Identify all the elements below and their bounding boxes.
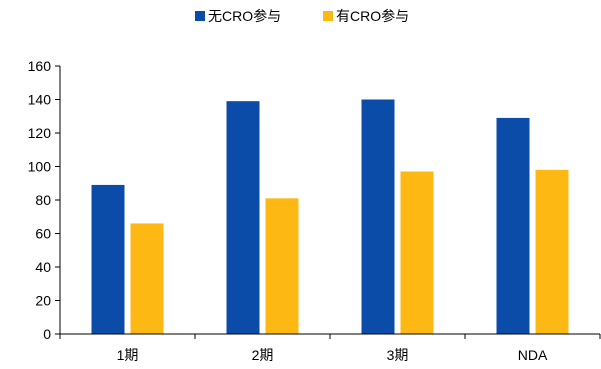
x-tick-label: NDA (518, 347, 548, 363)
y-tick-label: 40 (35, 259, 51, 275)
y-tick-label: 20 (35, 293, 51, 309)
y-tick-label: 0 (43, 326, 51, 342)
bar (265, 198, 299, 334)
x-tick-label: 2期 (252, 347, 274, 363)
legend: 无CRO参与 有CRO参与 (195, 8, 409, 24)
y-tick-label: 80 (35, 192, 51, 208)
legend-swatch (323, 11, 333, 21)
y-tick-label: 120 (28, 125, 52, 141)
bar (91, 184, 125, 334)
legend-swatch (195, 11, 205, 21)
x-axis: 1期 2期 3期 NDA (59, 333, 601, 363)
bar (361, 99, 395, 334)
x-tick-label: 3期 (387, 347, 409, 363)
bar (400, 171, 434, 334)
bars (91, 99, 569, 334)
legend-label: 无CRO参与 (208, 8, 281, 24)
bar (496, 117, 530, 334)
bar (130, 223, 164, 334)
y-tick-label: 100 (28, 159, 52, 175)
bar (535, 169, 569, 334)
bar (226, 101, 260, 334)
legend-label: 有CRO参与 (336, 8, 409, 24)
y-tick-label: 60 (35, 226, 51, 242)
y-axis: 0 20 40 60 80 100 120 140 160 (28, 58, 61, 342)
x-tick-label: 1期 (117, 347, 139, 363)
y-tick-label: 160 (28, 58, 52, 74)
y-tick-label: 140 (28, 92, 52, 108)
